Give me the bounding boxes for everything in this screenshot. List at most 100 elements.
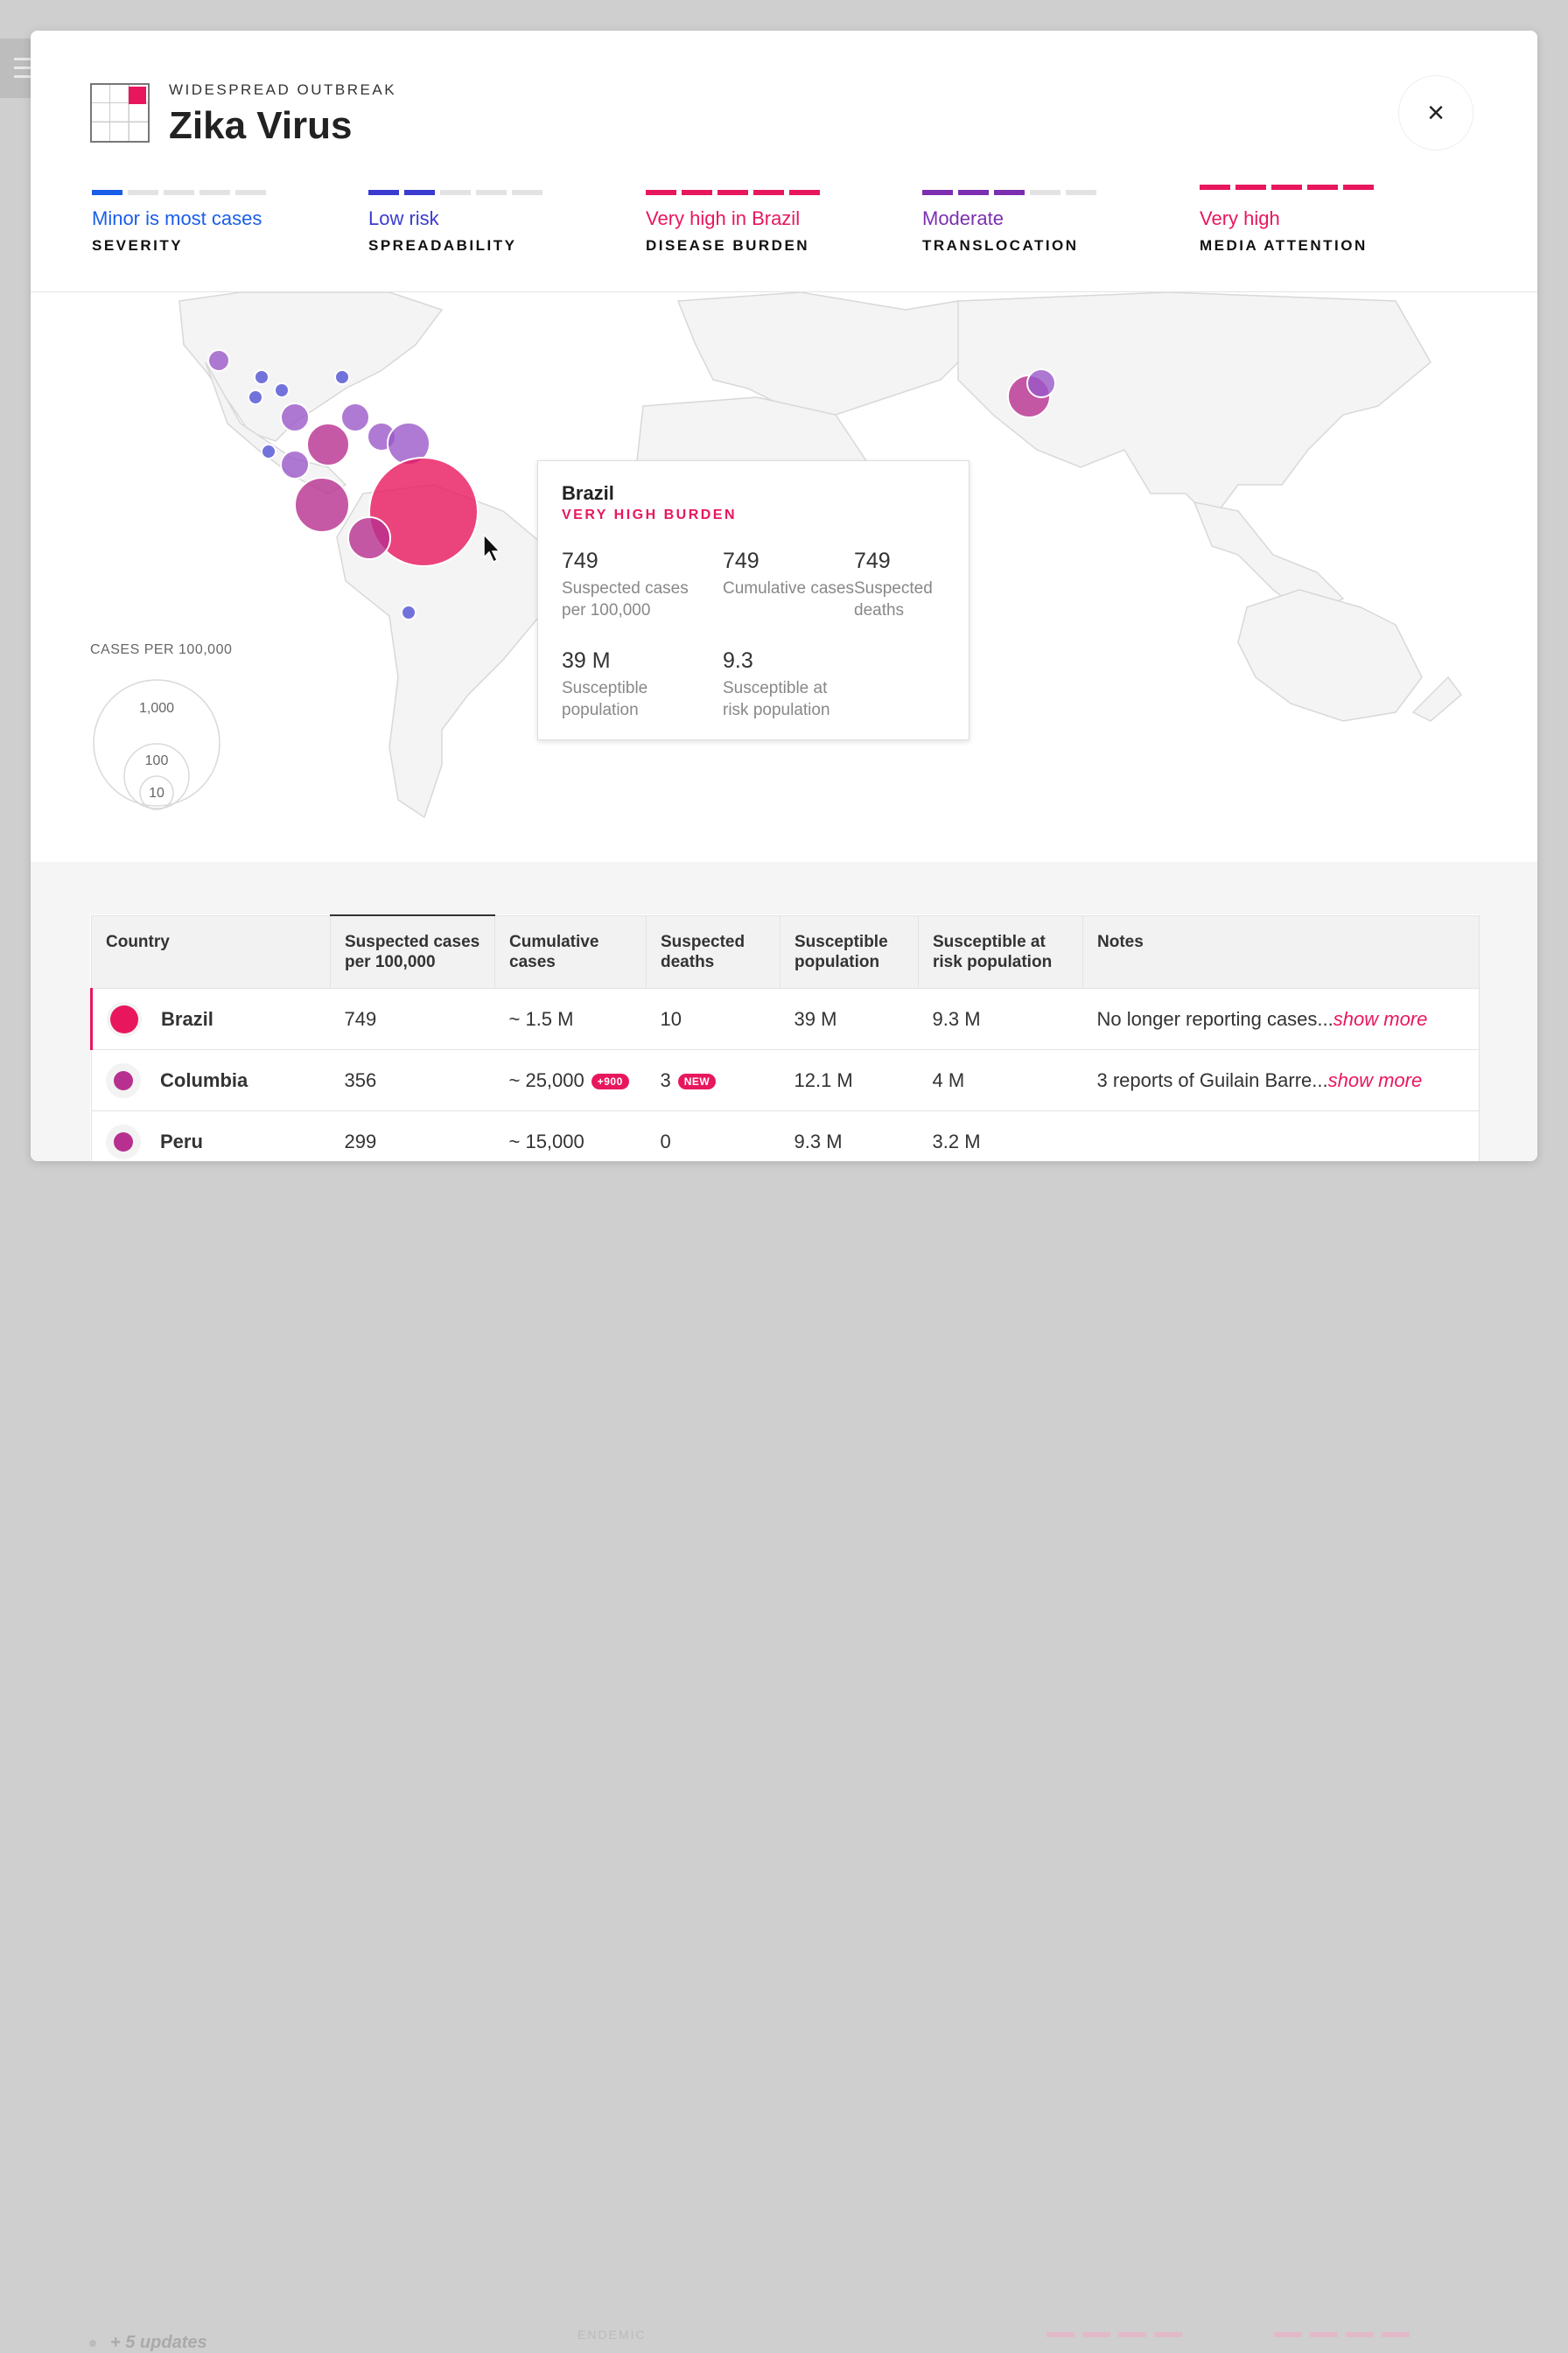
table-row[interactable]: Columbia 356 ~ 25,000 +900 3 NEW 12.1 M 4 … (91, 1049, 1480, 1111)
stat-suspected-deaths: 749 Suspected deaths (854, 549, 950, 621)
country-dot (107, 1001, 142, 1037)
cases-cell: 356 (330, 1049, 495, 1111)
notes-cell (1082, 1110, 1480, 1161)
table-row[interactable]: Peru 299 ~ 15,000 0 9.3 M 3.2 M (91, 1110, 1480, 1161)
background-meter (1046, 2332, 1182, 2337)
cumulative-change-badge: +900 (591, 1073, 629, 1089)
stat-value: 749 (723, 549, 760, 573)
legend-label-10: 10 (149, 786, 164, 801)
country-cell: Brazil (107, 1001, 317, 1037)
cumulative-cell: ~ 15,000 (494, 1110, 647, 1161)
case-bubble[interactable] (334, 369, 350, 385)
background-meter (1274, 2332, 1410, 2337)
metric-value: Very high in Brazil (646, 207, 801, 229)
metric-value: Moderate (922, 207, 1004, 229)
case-bubble[interactable] (294, 477, 350, 533)
population-cell: 9.3 M (780, 1110, 919, 1161)
country-dot (106, 1124, 141, 1159)
metric-value: Low risk (368, 207, 439, 229)
legend-label-1000: 1,000 (139, 701, 174, 716)
asia (957, 292, 1432, 522)
stat-at-risk-population: 9.3 Susceptible at risk population (723, 648, 854, 721)
stat-value: 749 (854, 549, 891, 573)
case-bubble[interactable] (306, 423, 350, 466)
case-bubbles (207, 349, 1056, 620)
europe (676, 292, 976, 416)
case-bubble[interactable] (261, 444, 276, 459)
country-name: Peru (160, 1130, 203, 1152)
show-more-link[interactable]: show more (1333, 1007, 1428, 1030)
endemic-label: ENDEMIC (578, 2328, 647, 2342)
tooltip-country: Brazil (562, 482, 614, 504)
case-bubble[interactable] (274, 382, 290, 398)
metric-disease-burden: Very high in Brazil DISEASE BURDEN (646, 190, 873, 255)
table-header-row: Country Suspected cases per 100,000 Cumu… (91, 914, 1480, 989)
case-bubble[interactable] (368, 457, 479, 567)
metric-label: TRANSLOCATION (922, 237, 1079, 254)
column-header-population[interactable]: Susceptible population (780, 915, 919, 989)
metric-value: Very high (1200, 207, 1280, 229)
notes-cell: No longer reporting cases...show more (1082, 988, 1480, 1050)
metric-value: Minor is most cases (92, 207, 262, 229)
column-header-cumulative[interactable]: Cumulative cases (494, 915, 647, 989)
deaths-value: 10 (660, 1007, 682, 1030)
legend-title: CASES PER 100,000 (90, 642, 233, 657)
country-name: Columbia (160, 1068, 248, 1091)
metric-bars (1200, 185, 1427, 190)
modal-header: WIDESPREAD OUTBREAK Zika Virus × Minor i… (31, 31, 1537, 292)
column-header-at-risk[interactable]: Susceptible at risk population (918, 915, 1083, 989)
table-section: Country Suspected cases per 100,000 Cumu… (31, 862, 1537, 1161)
country-tooltip: Brazil VERY HIGH BURDEN 749 Suspected ca… (537, 460, 970, 740)
deaths-cell: 3 NEW (646, 1049, 780, 1111)
stat-label: Suspected cases per 100,000 (562, 579, 689, 620)
case-bubble[interactable] (248, 389, 263, 405)
column-header-country[interactable]: Country (91, 915, 331, 989)
metric-media-attention: Very high MEDIA ATTENTION (1200, 185, 1427, 255)
notes-text: No longer reporting cases... (1096, 1007, 1334, 1030)
cases-cell: 299 (330, 1110, 495, 1161)
case-bubble[interactable] (280, 450, 310, 480)
metric-spreadability: Low risk SPREADABILITY (368, 190, 596, 255)
case-bubble[interactable] (401, 605, 416, 620)
stat-value: 749 (562, 549, 598, 573)
metric-label: MEDIA ATTENTION (1200, 237, 1368, 254)
deaths-value: 0 (660, 1130, 671, 1152)
size-legend: 1,000 100 10 (93, 679, 220, 810)
legend-label-100: 100 (145, 753, 169, 768)
cumulative-value: ~ 25,000 (508, 1068, 584, 1091)
metric-bars (92, 190, 319, 195)
at-risk-cell: 4 M (918, 1049, 1083, 1111)
cumulative-value: ~ 1.5 M (508, 1007, 574, 1030)
notes-cell: 3 reports of Guilain Barre...show more (1082, 1049, 1480, 1111)
cumulative-cell: ~ 1.5 M (494, 988, 647, 1050)
updates-label: + 5 updates (89, 2333, 207, 2352)
legend-circle-100 (123, 743, 190, 809)
australia (1237, 589, 1423, 722)
table-row[interactable]: Brazil 749 ~ 1.5 M 10 39 M 9.3 M No long… (90, 988, 1480, 1050)
country-name: Brazil (161, 1007, 214, 1030)
column-header-deaths[interactable]: Suspected deaths (646, 915, 780, 989)
menu-icon[interactable] (0, 39, 35, 98)
cursor-icon (483, 533, 501, 564)
case-bubble[interactable] (254, 369, 270, 385)
case-bubble[interactable] (207, 349, 230, 372)
new-zealand (1411, 676, 1463, 722)
show-more-link[interactable]: show more (1327, 1068, 1423, 1091)
outbreak-modal: WIDESPREAD OUTBREAK Zika Virus × Minor i… (31, 31, 1537, 1161)
case-bubble[interactable] (280, 403, 310, 432)
background-page: + 5 updates ENDEMIC (0, 1162, 1568, 2352)
stat-cumulative-cases: 749 Cumulative cases (723, 549, 863, 599)
column-header-suspected-cases[interactable]: Suspected cases per 100,000 (330, 914, 495, 989)
close-button[interactable]: × (1398, 75, 1474, 151)
outbreak-map[interactable]: CASES PER 100,000 1,000 100 10 Brazil VE… (31, 292, 1537, 862)
tooltip-burden: VERY HIGH BURDEN (562, 508, 738, 522)
case-bubble[interactable] (347, 516, 391, 560)
deaths-cell: 10 (646, 988, 780, 1050)
case-bubble[interactable] (340, 403, 370, 432)
column-header-notes[interactable]: Notes (1082, 915, 1480, 989)
outbreak-grid-icon (90, 83, 150, 143)
country-table: Country Suspected cases per 100,000 Cumu… (90, 914, 1480, 1161)
population-cell: 12.1 M (780, 1049, 919, 1111)
case-bubble[interactable] (1026, 368, 1056, 398)
new-badge: NEW (677, 1073, 717, 1089)
